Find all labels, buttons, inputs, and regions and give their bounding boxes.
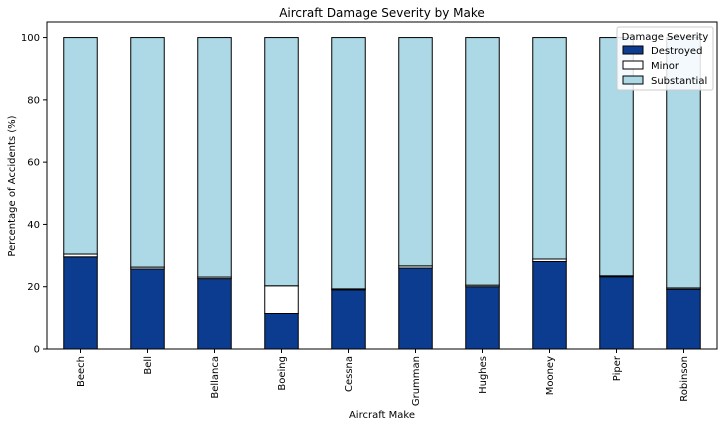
x-tick-label: Mooney: [545, 356, 556, 395]
x-tick-label: Bell: [143, 356, 154, 375]
bar-substantial-grumman: [398, 37, 433, 267]
y-tick-label: 0: [34, 345, 40, 356]
x-tick-label: Boeing: [277, 356, 288, 391]
legend-label-minor: Minor: [651, 61, 680, 72]
bar-substantial-beech: [63, 37, 98, 255]
bar-destroyed-bell: [130, 268, 165, 350]
bar-destroyed-piper: [599, 276, 634, 350]
x-axis-label: Aircraft Make: [349, 410, 415, 421]
legend-title: Damage Severity: [622, 32, 709, 43]
y-axis-label: Percentage of Accidents (%): [7, 115, 18, 256]
x-axis: Beech Bell Bellanca Boeing Cessna Grumman Hugh…: [76, 349, 690, 406]
chart-title: Aircraft Damage Severity by Make: [279, 6, 485, 20]
y-tick-label: 80: [27, 95, 40, 106]
y-tick-label: 20: [27, 282, 40, 293]
bar-destroyed-grumman: [398, 267, 433, 350]
x-tick-label: Piper: [612, 355, 623, 381]
bar-destroyed-beech: [63, 256, 98, 350]
bar-destroyed-bellanca: [197, 278, 232, 350]
plot-area: [63, 37, 701, 350]
x-tick-label: Grumman: [411, 356, 422, 406]
legend-swatch-destroyed: [622, 45, 644, 55]
bar-destroyed-hughes: [465, 286, 500, 350]
y-axis: 0 20 40 60 80 100: [21, 33, 47, 356]
legend-swatch-minor: [622, 60, 644, 70]
bar-substantial-bell: [130, 37, 165, 268]
bar-destroyed-mooney: [532, 260, 567, 350]
bar-destroyed-robinson: [666, 288, 701, 350]
y-tick-label: 100: [21, 33, 40, 44]
bar-destroyed-boeing: [264, 312, 299, 350]
bar-substantial-bellanca: [197, 37, 232, 278]
axes-frame: [46, 21, 718, 350]
x-tick-label: Beech: [76, 356, 87, 387]
legend: Damage Severity Destroyed Minor Substantia…: [616, 26, 714, 91]
x-tick-label: Cessna: [344, 356, 355, 392]
y-tick-label: 60: [27, 158, 40, 169]
bar-substantial-hughes: [465, 37, 500, 286]
bar-minor-boeing: [264, 285, 299, 314]
legend-label-substantial: Substantial: [651, 76, 707, 87]
bar-substantial-boeing: [264, 37, 299, 287]
x-tick-label: Robinson: [679, 356, 690, 402]
bar-substantial-mooney: [532, 37, 567, 260]
legend-box: [616, 26, 714, 91]
bar-substantial-cessna: [331, 37, 366, 290]
x-tick-label: Bellanca: [210, 356, 221, 399]
y-tick-label: 40: [27, 220, 40, 231]
legend-label-destroyed: Destroyed: [651, 46, 702, 57]
x-tick-label: Hughes: [478, 356, 489, 394]
bar-destroyed-cessna: [331, 289, 366, 350]
legend-swatch-substantial: [622, 75, 644, 85]
